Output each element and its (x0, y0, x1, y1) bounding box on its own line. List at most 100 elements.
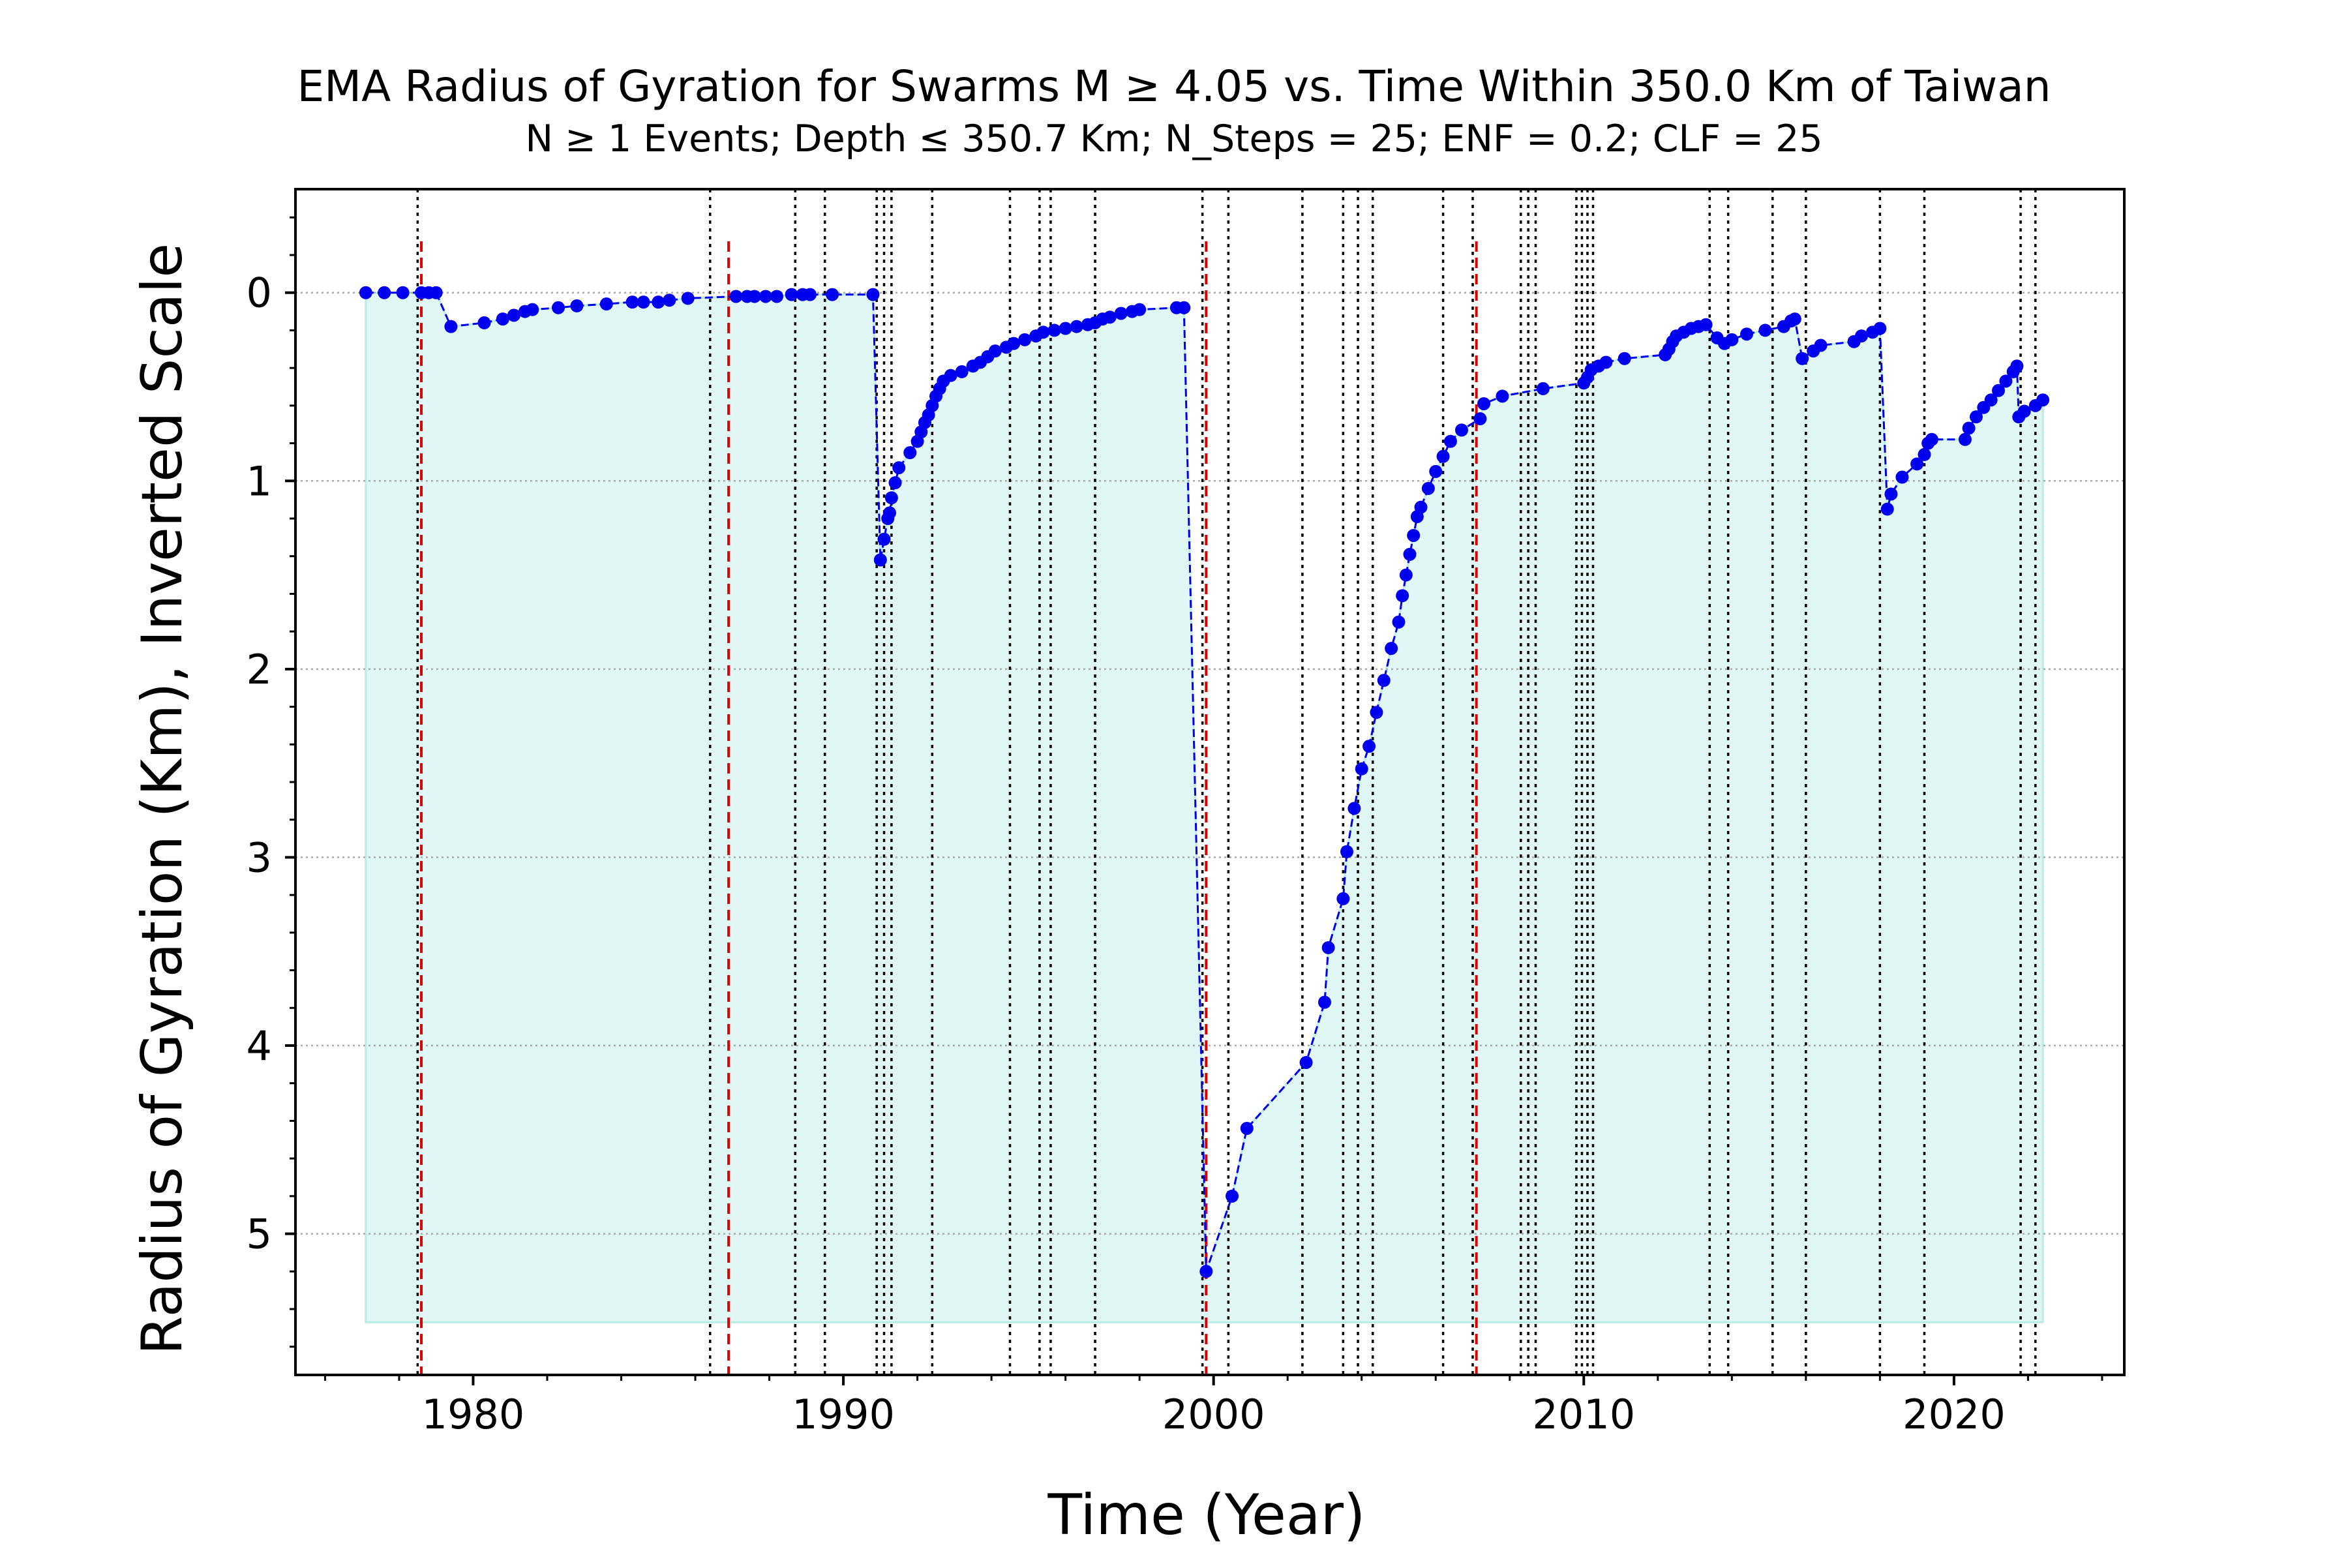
data-point (826, 288, 839, 301)
data-point (396, 286, 410, 299)
data-point (429, 286, 443, 299)
data-point (2017, 404, 2031, 418)
data-point (1317, 995, 1331, 1009)
y-tick-label: 1 (247, 457, 272, 505)
data-point (1443, 434, 1457, 448)
data-point (1059, 322, 1072, 335)
data-point (1473, 412, 1487, 426)
x-tick-label: 2010 (1532, 1391, 1635, 1438)
data-point (1477, 397, 1491, 410)
data-point (1177, 301, 1191, 314)
data-point (1336, 892, 1350, 905)
data-point (1133, 303, 1147, 316)
data-point (1429, 464, 1443, 478)
data-point (1796, 352, 1809, 365)
x-tick-label: 1980 (422, 1391, 525, 1438)
data-point (477, 316, 491, 329)
data-point (1873, 322, 1887, 335)
data-point (1884, 487, 1898, 501)
data-point (570, 299, 584, 312)
data-point (1199, 1265, 1213, 1278)
data-point (1396, 589, 1409, 603)
data-point (729, 290, 743, 303)
data-point (1347, 802, 1361, 815)
data-point (877, 532, 891, 546)
data-point (1047, 324, 1061, 337)
x-tick-label: 2000 (1162, 1391, 1265, 1438)
data-point (803, 288, 817, 301)
data-point (1699, 318, 1713, 331)
y-tick-label: 5 (247, 1211, 272, 1258)
data-point (1969, 410, 1983, 424)
data-point (1421, 481, 1435, 495)
data-point (1740, 327, 1754, 341)
data-point (944, 369, 957, 382)
data-point (1992, 384, 2006, 397)
data-point (1725, 333, 1739, 346)
data-point (1321, 941, 1335, 954)
data-point (1814, 339, 1828, 352)
data-point (1918, 447, 1931, 461)
data-point (1103, 310, 1117, 324)
data-point (1618, 352, 1631, 365)
data-point (873, 553, 887, 567)
data-point (1036, 325, 1050, 339)
data-point (1758, 324, 1772, 337)
data-point (526, 303, 539, 316)
data-point (1392, 615, 1406, 629)
data-point (1910, 457, 1924, 471)
data-point (1362, 740, 1376, 753)
data-point (1385, 642, 1398, 656)
data-point (759, 290, 772, 303)
y-tick-label: 3 (247, 834, 272, 881)
data-point (1114, 307, 1128, 320)
data-point (1018, 333, 1032, 346)
data-point (884, 491, 898, 505)
data-point (988, 344, 1002, 358)
data-point (1370, 706, 1383, 719)
plot-area: 1980 1990 2000 2010 2020 0 1 2 3 4 5 (247, 188, 2126, 1438)
data-point (1854, 329, 1868, 343)
data-point (359, 286, 372, 299)
data-point (1007, 337, 1021, 350)
data-point (652, 295, 665, 309)
data-point (444, 320, 458, 333)
x-tick-label: 2020 (1903, 1391, 2006, 1438)
data-point (1414, 500, 1428, 514)
data-point (1299, 1055, 1313, 1069)
data-point (1599, 355, 1613, 369)
data-point (663, 294, 676, 307)
y-axis-label: Radius of Gyration (Km), Inverted Scale (130, 243, 195, 1355)
data-point (1962, 421, 1976, 435)
data-point (903, 446, 917, 459)
data-point (883, 506, 897, 520)
y-tick-label: 0 (247, 269, 272, 317)
data-point (1355, 762, 1368, 776)
data-point (1536, 382, 1550, 395)
data-point (2010, 359, 2024, 373)
data-point (785, 288, 798, 301)
data-point (892, 461, 906, 475)
data-point (1407, 528, 1421, 542)
data-point (1496, 389, 1509, 403)
data-point (1880, 502, 1894, 516)
data-point (1454, 423, 1468, 437)
y-tick-label: 4 (247, 1022, 272, 1070)
data-point (1399, 568, 1413, 582)
data-point (1377, 674, 1391, 687)
data-point (625, 295, 639, 309)
data-point (955, 365, 969, 378)
data-point (552, 301, 565, 314)
data-point (507, 309, 520, 322)
data-point (599, 297, 613, 311)
data-point (1958, 432, 1972, 446)
data-point (681, 292, 695, 305)
data-point (1070, 320, 1083, 333)
data-point (1788, 312, 1801, 326)
x-tick-label: 1990 (792, 1391, 895, 1438)
data-point (1403, 547, 1417, 561)
data-point (637, 295, 650, 309)
data-point (378, 286, 391, 299)
